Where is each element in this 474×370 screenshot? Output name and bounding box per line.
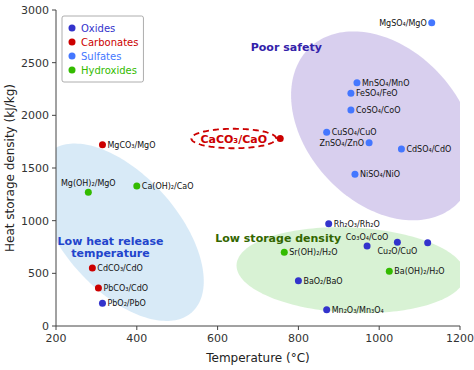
point xyxy=(424,239,431,246)
point-label: CuSO₄/CuO xyxy=(332,128,377,137)
y-tick-label: 1000 xyxy=(21,215,49,228)
point xyxy=(394,239,401,246)
point xyxy=(325,220,332,227)
x-tick xyxy=(217,326,218,330)
y-tick xyxy=(52,10,56,11)
legend-label: Oxides xyxy=(81,23,115,34)
point xyxy=(281,249,288,256)
point xyxy=(89,265,96,272)
y-tick xyxy=(52,168,56,169)
point xyxy=(99,300,106,307)
point-label: PbCO₃/CdO xyxy=(103,284,148,293)
legend-label: Carbonates xyxy=(81,37,138,48)
point-label: Ba(OH)₂/H₂O xyxy=(394,267,444,276)
legend-marker xyxy=(69,39,76,46)
point xyxy=(353,79,360,86)
point xyxy=(398,146,405,153)
y-tick xyxy=(52,326,56,327)
x-tick xyxy=(298,326,299,330)
point-label: Mg(OH)₂/MgO xyxy=(61,179,116,188)
legend-label: Sulfates xyxy=(81,51,121,62)
point-label: MgCO₃/MgO xyxy=(107,141,155,150)
region xyxy=(291,31,460,220)
point-label: Cu₂O/CuO xyxy=(377,247,417,256)
annotation-label: Low storage density xyxy=(215,231,341,244)
legend-label: Hydroxides xyxy=(81,65,137,76)
x-tick xyxy=(379,326,380,330)
plot-area xyxy=(56,19,460,321)
x-tick-label: 200 xyxy=(46,332,67,345)
point xyxy=(347,107,354,114)
point xyxy=(366,139,373,146)
region xyxy=(191,129,276,148)
point xyxy=(295,277,302,284)
point xyxy=(133,182,140,189)
legend-marker xyxy=(69,53,76,60)
x-tick-label: 400 xyxy=(126,332,147,345)
y-tick xyxy=(52,62,56,63)
annotation-label: Poor safety xyxy=(251,40,322,53)
region xyxy=(56,144,204,321)
point xyxy=(277,135,284,142)
point xyxy=(351,171,358,178)
legend-marker xyxy=(69,67,76,74)
point xyxy=(99,141,106,148)
y-tick-label: 2500 xyxy=(21,57,49,70)
point-label: NiSO₄/NiO xyxy=(360,170,400,179)
point xyxy=(364,242,371,249)
point xyxy=(95,285,102,292)
point-label: Sr(OH)₂/H₂O xyxy=(289,248,337,257)
annotation-label: Low heat releasetemperature xyxy=(58,234,164,260)
legend-marker xyxy=(69,25,76,32)
y-tick xyxy=(52,220,56,221)
x-tick-label: 1000 xyxy=(365,332,393,345)
point-label: Rh₂O₃/Rh₂O xyxy=(334,220,380,229)
y-tick xyxy=(52,115,56,116)
point xyxy=(323,306,330,313)
y-tick-label: 0 xyxy=(42,320,49,333)
point-label: MnSO₄/MnO xyxy=(362,79,410,88)
legend: Oxides Carbonates Sulfates Hydroxides xyxy=(62,16,143,82)
x-axis xyxy=(56,326,460,327)
point-label: MgSO₄/MgO xyxy=(379,19,427,28)
point-label: Co₃O₄/CoO xyxy=(346,233,389,242)
x-axis-label: Temperature (°C) xyxy=(205,351,310,365)
point-label: ZnSO₄/ZnO xyxy=(319,139,364,148)
chart: 200 400 600 800 1000 1200 0 500 1000 1500 2000 2500… xyxy=(0,0,474,370)
point-label: CoSO₄/CoO xyxy=(356,106,401,115)
point-label: Mn₂O₃/Mn₃O₄ xyxy=(332,306,384,315)
y-tick-label: 500 xyxy=(28,267,49,280)
point-label: Ca(OH)₂/CaO xyxy=(142,182,194,191)
y-tick-label: 2000 xyxy=(21,109,49,122)
point-label: BaO₂/BaO xyxy=(303,277,342,286)
point-label: CdSO₄/CdO xyxy=(406,145,451,154)
point-label: CdCO₃/CdO xyxy=(97,264,142,273)
legend-frame xyxy=(62,16,143,82)
annotation-label: CaCO₃/CaO xyxy=(200,132,267,145)
point xyxy=(323,129,330,136)
y-axis-label: Heat storage density (kJ/kg) xyxy=(3,84,17,252)
y-tick-label: 3000 xyxy=(21,4,49,17)
y-tick-label: 1500 xyxy=(21,162,49,175)
x-tick xyxy=(56,326,57,330)
x-tick xyxy=(136,326,137,330)
point xyxy=(347,90,354,97)
x-tick-label: 1200 xyxy=(446,332,474,345)
point xyxy=(85,189,92,196)
x-tick xyxy=(460,326,461,330)
point-label: PbO₂/PbO xyxy=(107,299,145,308)
point xyxy=(386,268,393,275)
x-tick-label: 600 xyxy=(207,332,228,345)
point xyxy=(428,19,435,26)
point-label: FeSO₄/FeO xyxy=(356,89,398,98)
y-tick xyxy=(52,273,56,274)
x-tick-label: 800 xyxy=(288,332,309,345)
